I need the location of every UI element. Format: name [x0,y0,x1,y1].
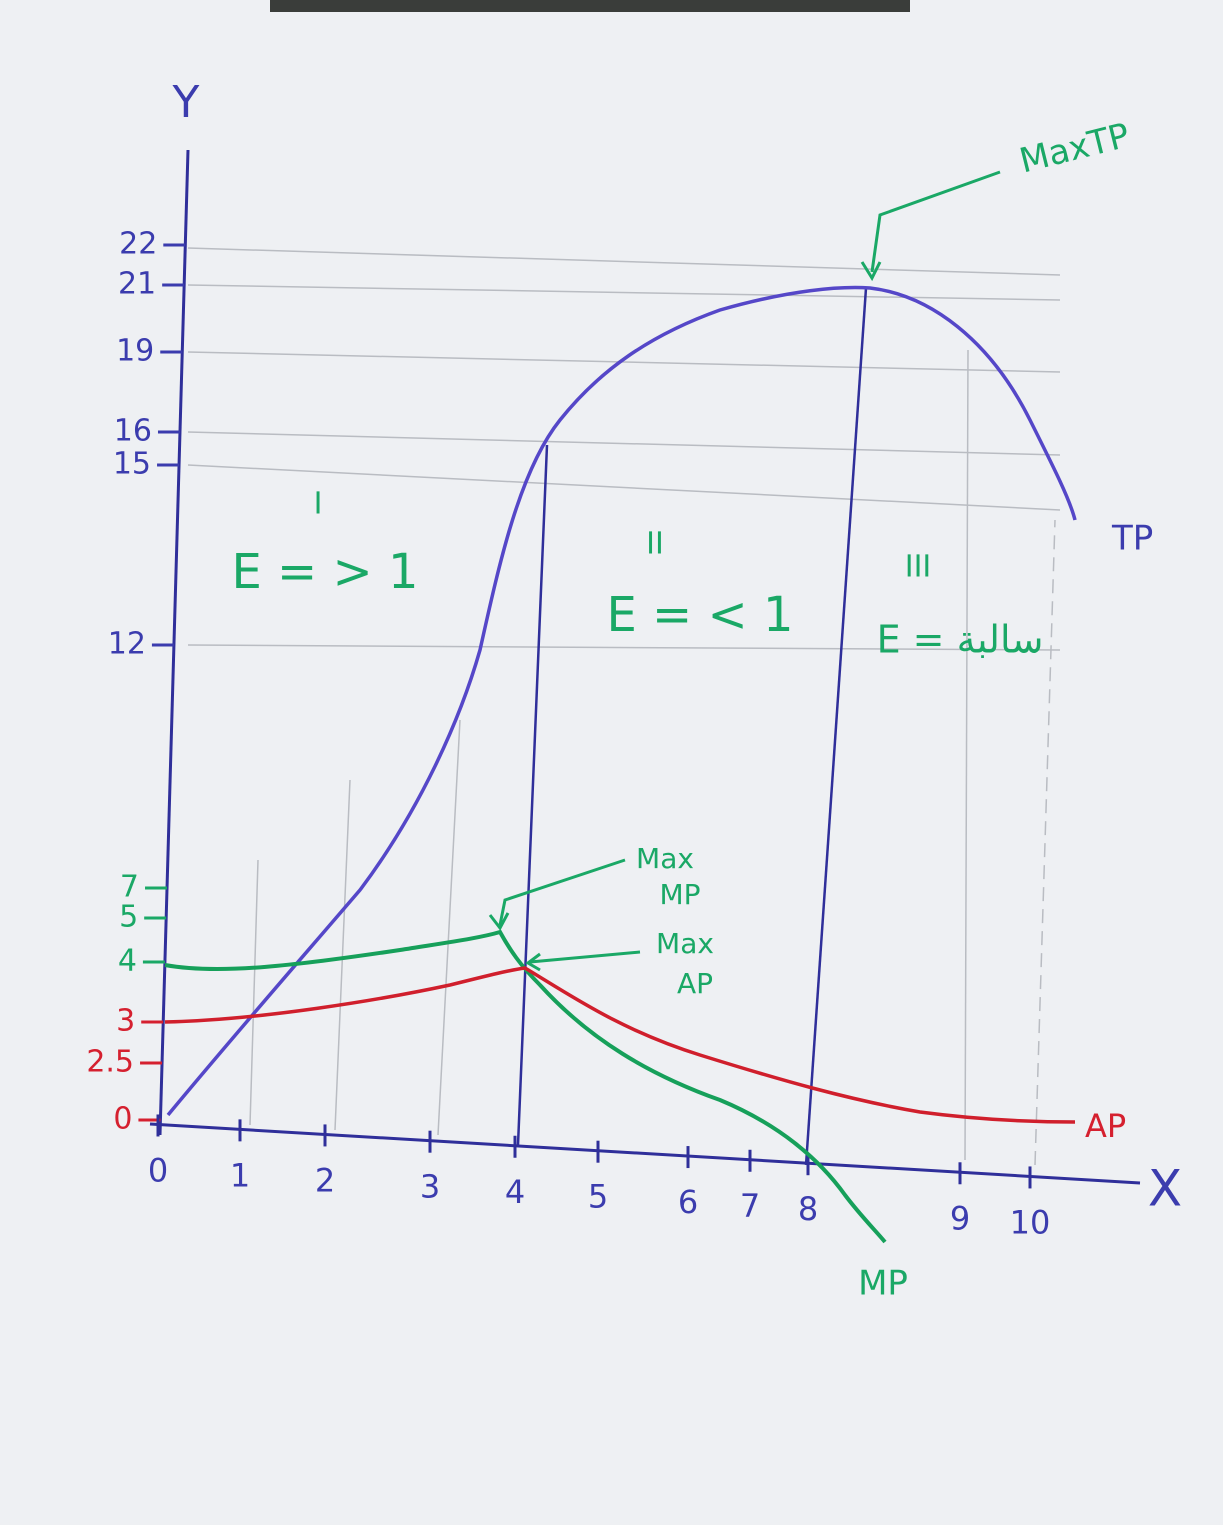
stage-numeral: III [905,550,932,585]
x-tick-label: 3 [420,1168,440,1206]
y-tick-label: 2.5 [86,1045,134,1080]
x-tick-label: 6 [678,1183,698,1221]
y-axis-label: Y [172,77,200,128]
annotation-arrows [488,170,1001,972]
y-tick-label: 16 [114,414,152,449]
mp-label: MP [858,1264,908,1304]
ap-label: AP [1085,1107,1126,1145]
stage-elasticity: E = سالبة [877,618,1044,662]
y-tick-label: 15 [113,447,151,482]
axes [149,149,1141,1185]
ap-curve [164,966,1076,1124]
x-tick-label: 10 [1010,1203,1051,1241]
y-tick-label: 0 [113,1102,132,1137]
tp-label: TP [1111,519,1153,559]
x-tick-label: 2 [315,1161,335,1199]
max-mp-label: MP [659,878,700,911]
x-tick-label: 0 [148,1151,168,1189]
max-ap-label: Max [656,927,714,960]
y-tick-label: 22 [119,227,157,262]
x-tick-label: 5 [588,1178,608,1216]
stage-dividers [516,287,868,1166]
stage-numeral: I [314,487,323,522]
stage-numeral: II [646,527,664,562]
y-tick-label: 4 [118,944,137,979]
x-axis-label: X [1148,1160,1182,1218]
stage-elasticity: E = < 1 [606,587,793,643]
x-tick-label: 4 [505,1173,525,1211]
tp-curve [166,285,1077,1117]
stage-elasticity: E = > 1 [231,544,418,600]
x-tick-label: 7 [740,1187,760,1225]
y-tick-label: 7 [120,870,139,905]
max-mp-label: Max [636,842,694,875]
mp-curve [164,929,887,1244]
y-tick-label: 21 [118,267,156,302]
x-tick-label: 1 [230,1156,250,1194]
y-tick-label: 5 [119,900,138,935]
y-tick-label: 3 [116,1004,135,1039]
x-tick-label: 8 [798,1190,818,1228]
y-tick-label: 19 [116,334,154,369]
x-tick-label: 9 [950,1199,970,1237]
max-ap-label: AP [677,967,713,1000]
top-edge [270,0,910,12]
y-tick-label: 12 [108,627,146,662]
pencil-grid [187,247,1061,1166]
